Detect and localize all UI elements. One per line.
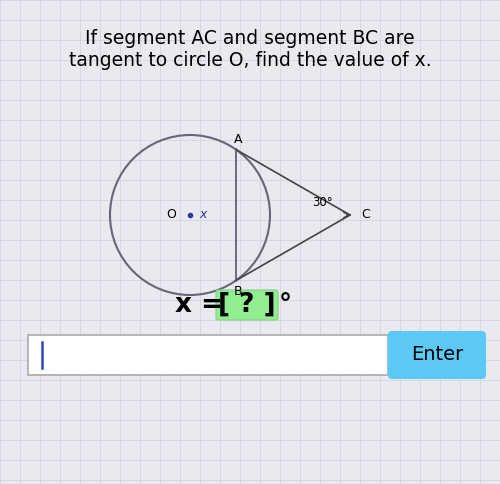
FancyBboxPatch shape (388, 331, 486, 379)
Text: C: C (361, 209, 370, 222)
Text: x: x (199, 208, 206, 221)
Text: tangent to circle O, find the value of x.: tangent to circle O, find the value of x… (68, 50, 432, 70)
FancyBboxPatch shape (28, 335, 388, 375)
Text: A: A (234, 133, 242, 146)
Text: If segment AC and segment BC are: If segment AC and segment BC are (85, 29, 415, 47)
Text: O: O (166, 208, 176, 221)
Text: B: B (234, 285, 242, 298)
FancyBboxPatch shape (216, 290, 278, 320)
Text: [ ? ]: [ ? ] (218, 292, 276, 318)
Text: °: ° (279, 292, 292, 318)
Text: x =: x = (175, 292, 232, 318)
Text: 30°: 30° (312, 197, 332, 210)
Text: Enter: Enter (411, 346, 463, 364)
